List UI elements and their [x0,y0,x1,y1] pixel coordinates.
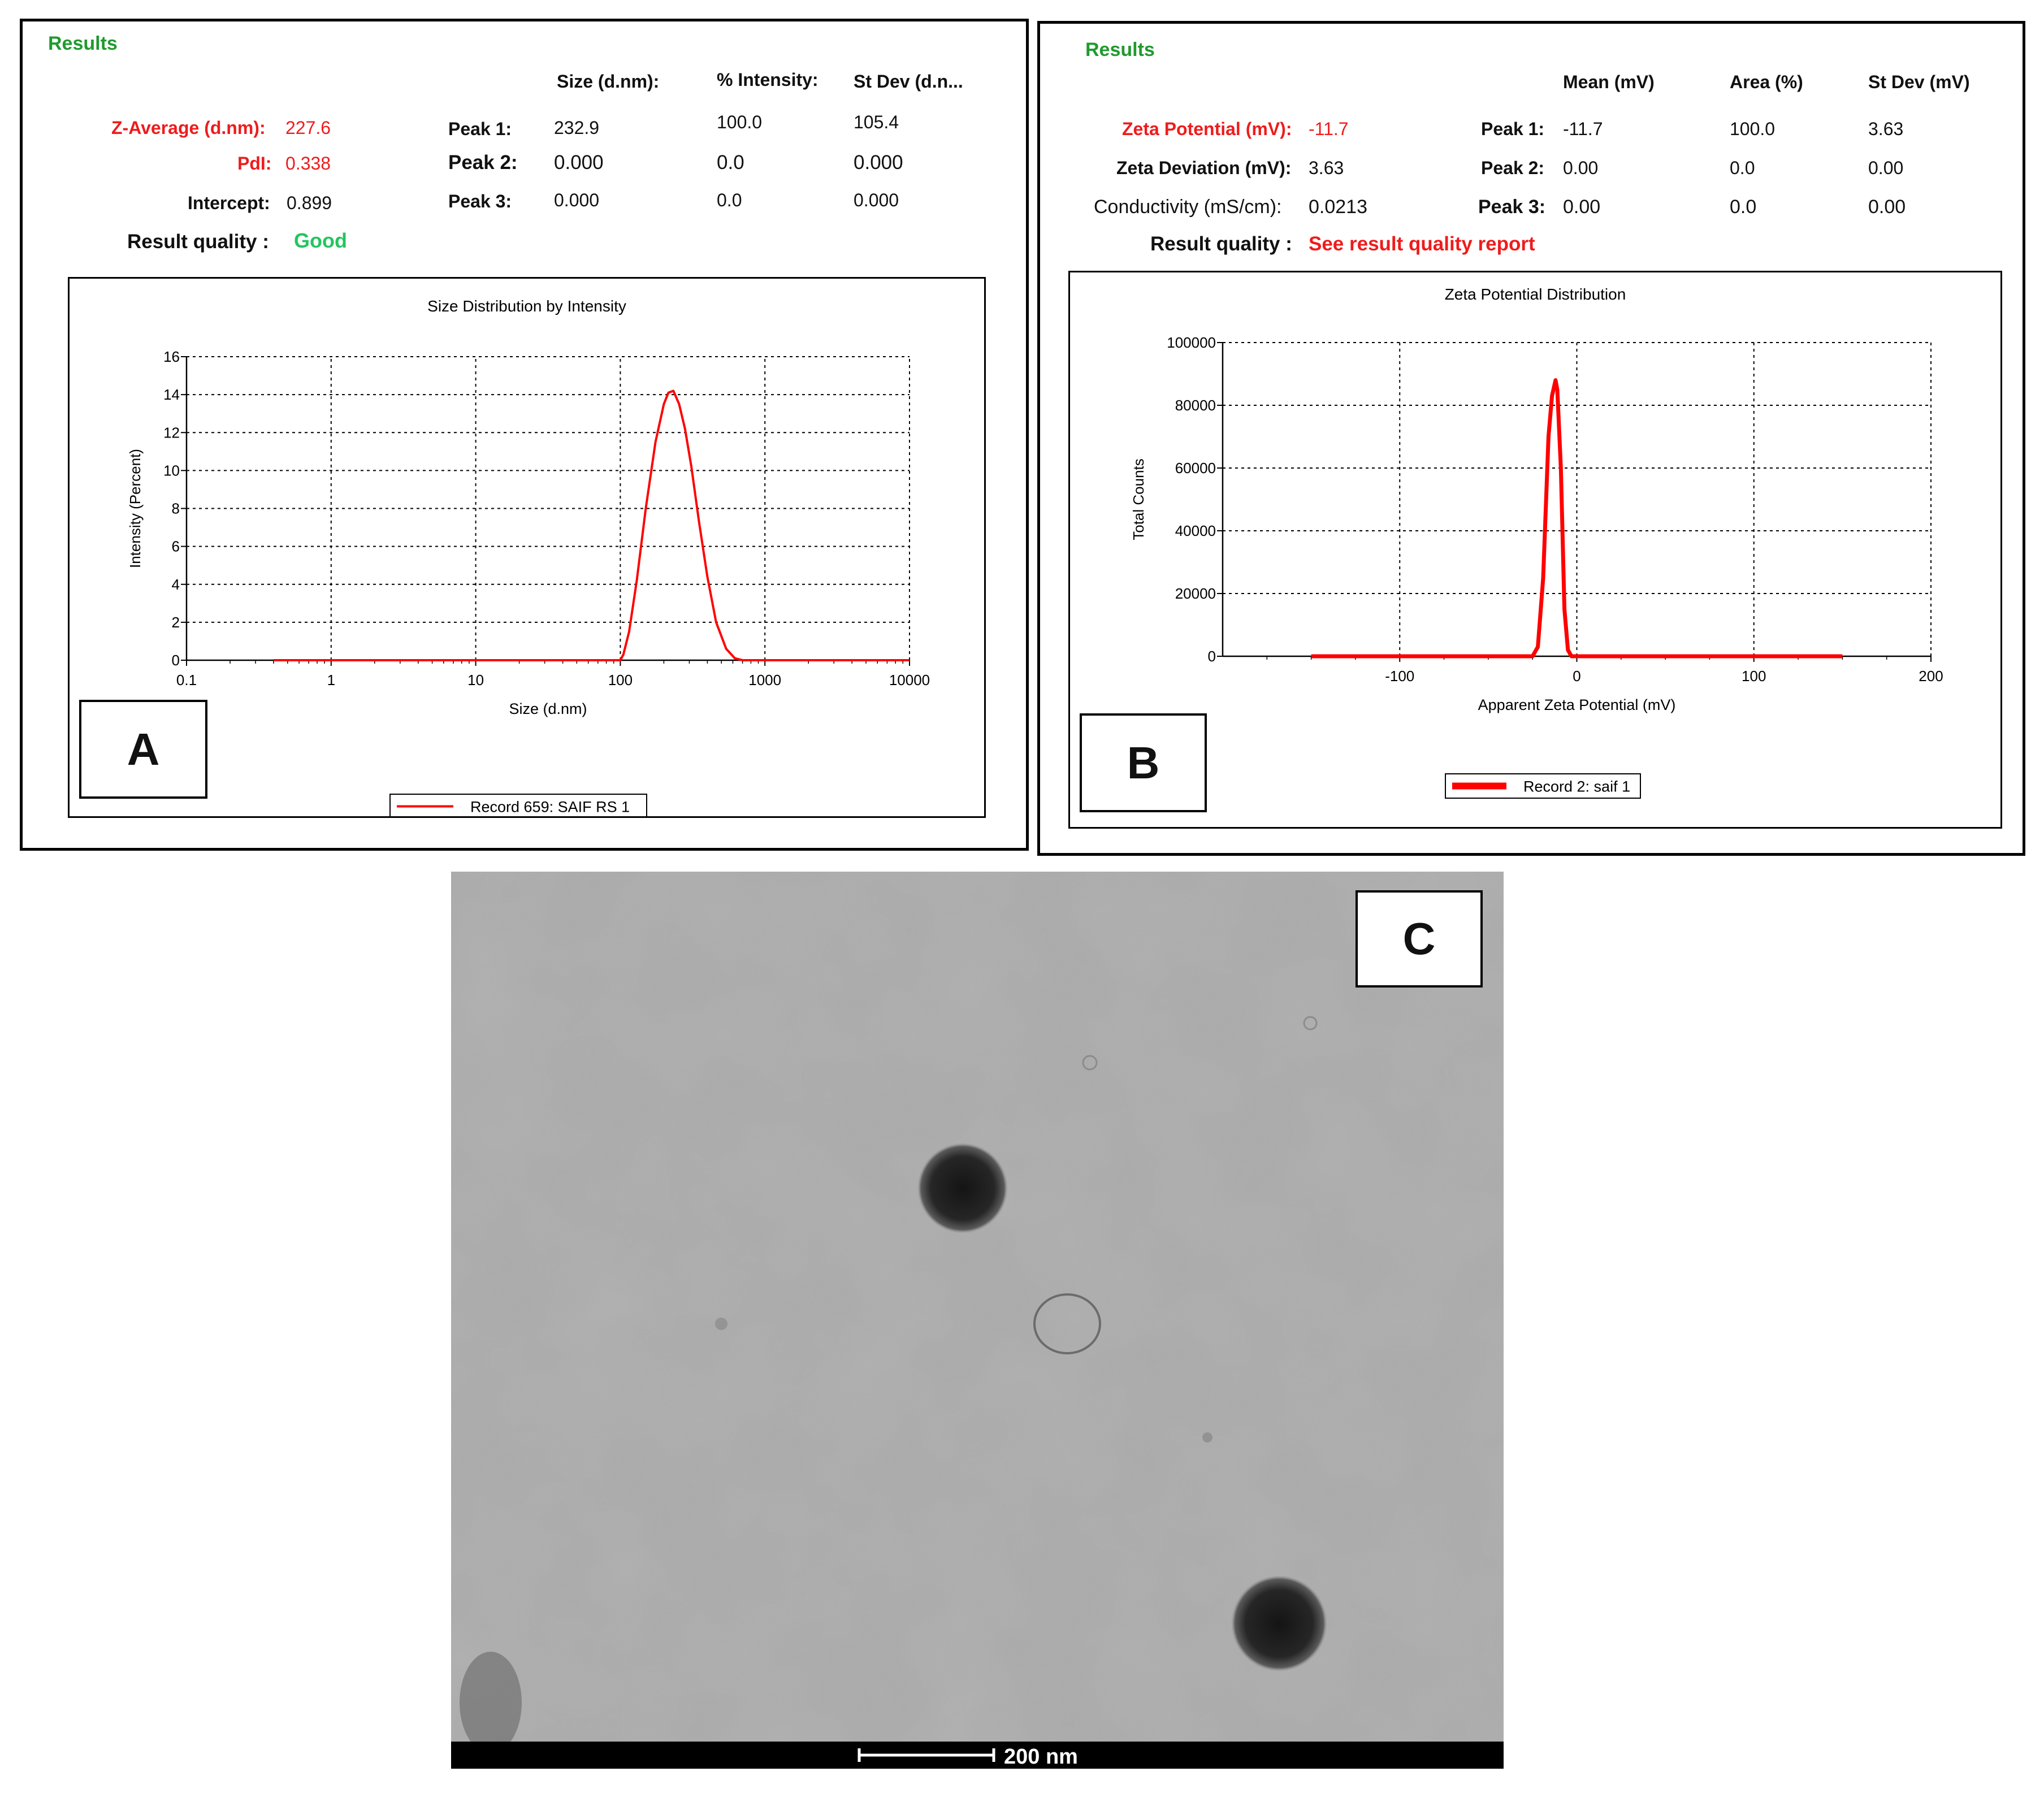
peak-3-intensity: 0.0 [717,190,742,210]
y-tick-label: 20000 [1175,585,1216,602]
zeta-distribution-chart-frame: Zeta Potential Distribution 0 20000 40000 60… [1068,271,2002,829]
chart-title: Zeta Potential Distribution [1445,285,1626,303]
results-title: Results [1085,39,1155,60]
nanoparticle [917,1143,1008,1233]
peak-2-intensity: 0.0 [717,151,744,174]
y-tick-label: 80000 [1175,397,1216,414]
y-tick-label: 12 [163,424,180,441]
chart-title: Size Distribution by Intensity [427,297,626,315]
peak-3-mean: 0.00 [1563,196,1601,218]
intercept-label: Intercept: [188,193,270,213]
conductivity-value: 0.0213 [1309,196,1367,218]
peak-3-label: Peak 3: [448,191,512,211]
y-tick-label: 100000 [1167,334,1216,351]
x-tick-label: -100 [1385,668,1414,685]
peak-2-label: Peak 2: [448,151,518,174]
legend-label: Record 2: saif 1 [1523,778,1630,795]
result-quality-label: Result quality : [1150,233,1292,255]
peak-3-label: Peak 3: [1478,196,1546,218]
series-line [1311,378,1843,659]
zeta-deviation-label: Zeta Deviation (mV): [1116,158,1292,178]
y-tick-label: 0 [1208,648,1216,665]
zeta-potential-label: Zeta Potential (mV): [1122,119,1292,139]
x-tick-label: 10 [467,672,484,688]
result-quality-link[interactable]: See result quality report [1309,233,1535,255]
size-distribution-chart: Size Distribution by Intensity 0 2 4 6 8 10 12 1… [127,297,930,819]
pdi-value: 0.338 [285,153,331,174]
legend-label: Record 659: SAIF RS 1 [470,799,630,816]
peak-3-area: 0.0 [1730,196,1757,218]
result-quality-value: Good [294,229,347,252]
x-tick-label: 100 [1742,668,1766,685]
y-tick-label: 40000 [1175,522,1216,539]
x-tick-label: 1 [327,672,335,688]
peak-2-stdev: 0.000 [854,151,903,174]
peak-3-size: 0.000 [554,190,600,210]
nanoparticle [1231,1575,1327,1671]
results-title: Results [48,33,118,54]
y-tick-label: 4 [172,576,180,593]
col-header-intensity: % Intensity: [717,70,819,90]
peak-1-stdev: 3.63 [1868,119,1904,139]
conductivity-label: Conductivity (mS/cm): [1094,196,1282,218]
peak-2-area: 0.0 [1730,158,1755,178]
series-line [274,389,910,661]
panel-a-letter: A [79,700,207,799]
zeta-deviation-value: 3.63 [1309,158,1344,178]
peak-2-stdev: 0.00 [1868,158,1904,178]
peak-1-label: Peak 1: [1481,119,1545,139]
pdi-label: PdI: [237,153,272,174]
x-tick-label: 0 [1573,668,1580,685]
tem-image: 200 nm [451,872,1504,1769]
y-tick-label: 60000 [1175,460,1216,477]
result-quality-label: Result quality : [127,231,269,253]
size-distribution-chart-frame: Size Distribution by Intensity 0 2 4 6 8 10 12 1… [68,277,986,819]
peak-1-area: 100.0 [1730,119,1775,139]
z-average-label: Z-Average (d.nm): [111,118,266,138]
peak-1-mean: -11.7 [1563,119,1603,139]
x-tick-label: 1000 [748,672,781,688]
x-axis-label: Size (d.nm) [509,700,587,717]
peak-2-mean: 0.00 [1563,158,1599,178]
y-tick-label: 6 [172,538,180,555]
panel-b-letter: B [1080,713,1207,812]
col-header-stdev: St Dev (d.n... [854,71,963,92]
peak-1-size: 232.9 [554,118,600,138]
zeta-potential-value: -11.7 [1309,119,1349,139]
y-tick-label: 0 [172,652,180,669]
col-header-mean: Mean (mV) [1563,72,1655,92]
y-tick-label: 10 [163,462,180,479]
peak-2-label: Peak 2: [1481,158,1545,178]
peak-3-stdev: 0.000 [854,190,899,210]
peak-3-stdev: 0.00 [1868,196,1906,218]
peak-2-size: 0.000 [554,151,604,174]
y-tick-label: 8 [172,500,180,517]
x-tick-label: 10000 [889,672,930,688]
tem-micrograph: 200 nm C [451,872,1504,1769]
panel-a-size-results: Results Size (d.nm): % Intensity: St Dev… [20,19,1029,851]
y-axis-label: Total Counts [1130,458,1147,540]
y-tick-label: 14 [163,386,180,403]
panel-c-letter: C [1356,890,1483,988]
peak-1-label: Peak 1: [448,119,512,139]
vesicle-outline [1033,1293,1101,1354]
y-tick-label: 16 [163,348,180,365]
col-header-stdev: St Dev (mV) [1868,72,1970,92]
z-average-value: 227.6 [285,118,331,138]
panel-b-zeta-results: Results Mean (mV) Area (%) St Dev (mV) Z… [1037,21,2025,856]
col-header-size: Size (d.nm): [557,71,660,92]
x-tick-label: 0.1 [176,672,197,688]
y-tick-label: 2 [172,614,180,631]
zeta-distribution-chart: Zeta Potential Distribution 0 20000 40000 60… [1130,285,1943,799]
y-axis-label: Intensity (Percent) [127,449,144,568]
peak-1-intensity: 100.0 [717,112,763,132]
peak-1-stdev: 105.4 [854,112,899,132]
col-header-area: Area (%) [1730,72,1803,92]
scale-bar-label: 200 nm [1004,1745,1078,1769]
x-axis-label: Apparent Zeta Potential (mV) [1478,696,1676,713]
intercept-value: 0.899 [287,193,332,213]
x-tick-label: 200 [1919,668,1943,685]
x-tick-label: 100 [608,672,633,688]
